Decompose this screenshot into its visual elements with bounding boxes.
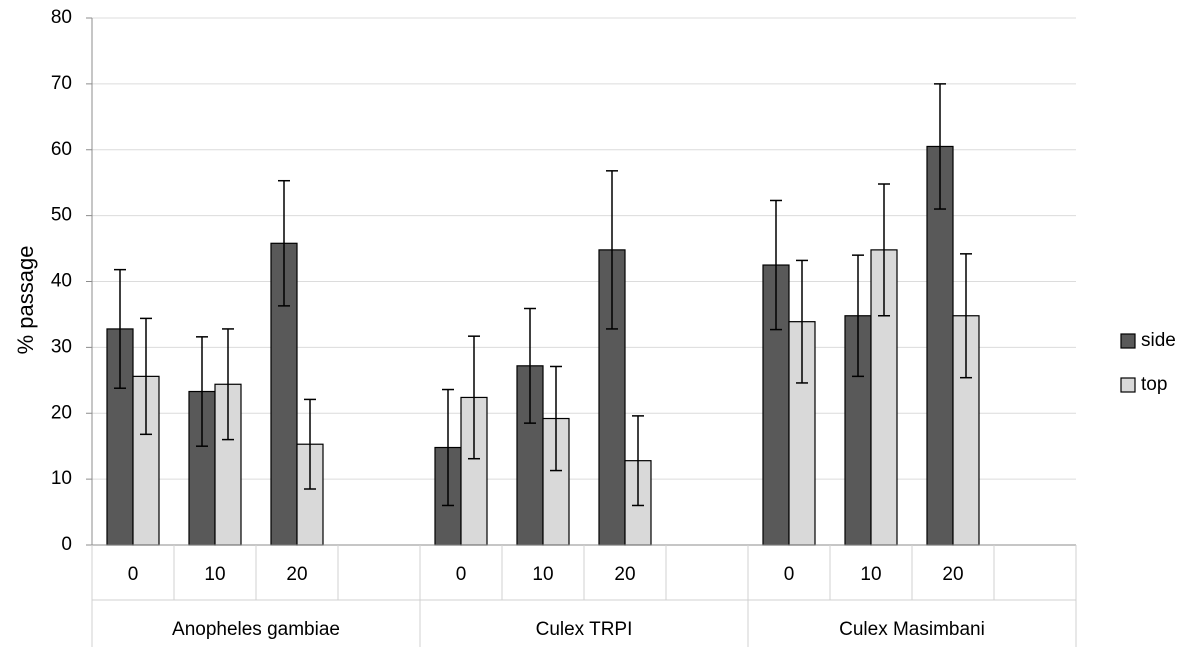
x-tick-label: 20 bbox=[942, 564, 963, 585]
x-tick-label: 0 bbox=[456, 564, 467, 585]
y-tick-label: 50 bbox=[51, 205, 72, 226]
axes bbox=[86, 17, 1077, 647]
x-tick-label: 0 bbox=[128, 564, 139, 585]
error-bar-side bbox=[770, 199, 782, 331]
legend-item-side: side bbox=[1120, 330, 1176, 351]
y-tick-label: 0 bbox=[61, 534, 72, 555]
legend-swatch bbox=[1120, 333, 1136, 349]
error-bar-top bbox=[304, 398, 316, 490]
bars bbox=[106, 145, 980, 546]
error-bar-top bbox=[796, 259, 808, 384]
legend-label: side bbox=[1141, 330, 1176, 351]
error-bar-top bbox=[550, 365, 562, 472]
group-label: Culex Masimbani bbox=[839, 619, 985, 640]
error-bar-side bbox=[934, 83, 946, 210]
y-tick-labels: 0 10 20 30 40 50 60 70 80 bbox=[51, 7, 72, 555]
error-bar-side bbox=[524, 307, 536, 424]
gridlines bbox=[92, 17, 1076, 480]
error-bar-top bbox=[468, 335, 480, 460]
error-bar-top bbox=[632, 415, 644, 507]
x-tick-label: 10 bbox=[204, 564, 225, 585]
error-bar-top bbox=[140, 317, 152, 436]
error-bar-side bbox=[196, 336, 208, 447]
group-labels: Anopheles gambiae Culex TRPI Culex Masimba… bbox=[172, 619, 985, 640]
y-tick-label: 80 bbox=[51, 7, 72, 28]
x-tick-label: 20 bbox=[614, 564, 635, 585]
error-bar-top bbox=[222, 328, 234, 441]
error-bars bbox=[114, 83, 972, 507]
y-tick-label: 70 bbox=[51, 73, 72, 94]
y-axis-label: % passage bbox=[13, 246, 38, 355]
group-label: Anopheles gambiae bbox=[172, 619, 340, 640]
y-tick-label: 40 bbox=[51, 271, 72, 292]
legend: side top bbox=[1120, 330, 1176, 395]
legend-swatch bbox=[1120, 377, 1136, 393]
y-tick-label: 20 bbox=[51, 402, 72, 423]
x-tick-label: 10 bbox=[860, 564, 881, 585]
legend-item-top: top bbox=[1120, 374, 1167, 395]
y-tick-label: 60 bbox=[51, 139, 72, 160]
error-bar-side bbox=[852, 254, 864, 378]
error-bar-side bbox=[278, 179, 290, 307]
error-bar-side bbox=[442, 388, 454, 507]
group-label: Culex TRPI bbox=[536, 619, 633, 640]
x-tick-label: 10 bbox=[532, 564, 553, 585]
bar-side bbox=[926, 145, 954, 546]
y-tick-label: 30 bbox=[51, 336, 72, 357]
y-tick-label: 10 bbox=[51, 468, 72, 489]
error-bar-top bbox=[878, 183, 890, 317]
legend-label: top bbox=[1141, 374, 1167, 395]
error-bar-side bbox=[606, 170, 618, 330]
error-bar-top bbox=[960, 253, 972, 379]
error-bar-side bbox=[114, 268, 126, 389]
x-tick-labels: 0 10 20 0 10 20 0 10 20 bbox=[128, 564, 964, 585]
x-tick-label: 20 bbox=[286, 564, 307, 585]
x-tick-label: 0 bbox=[784, 564, 795, 585]
